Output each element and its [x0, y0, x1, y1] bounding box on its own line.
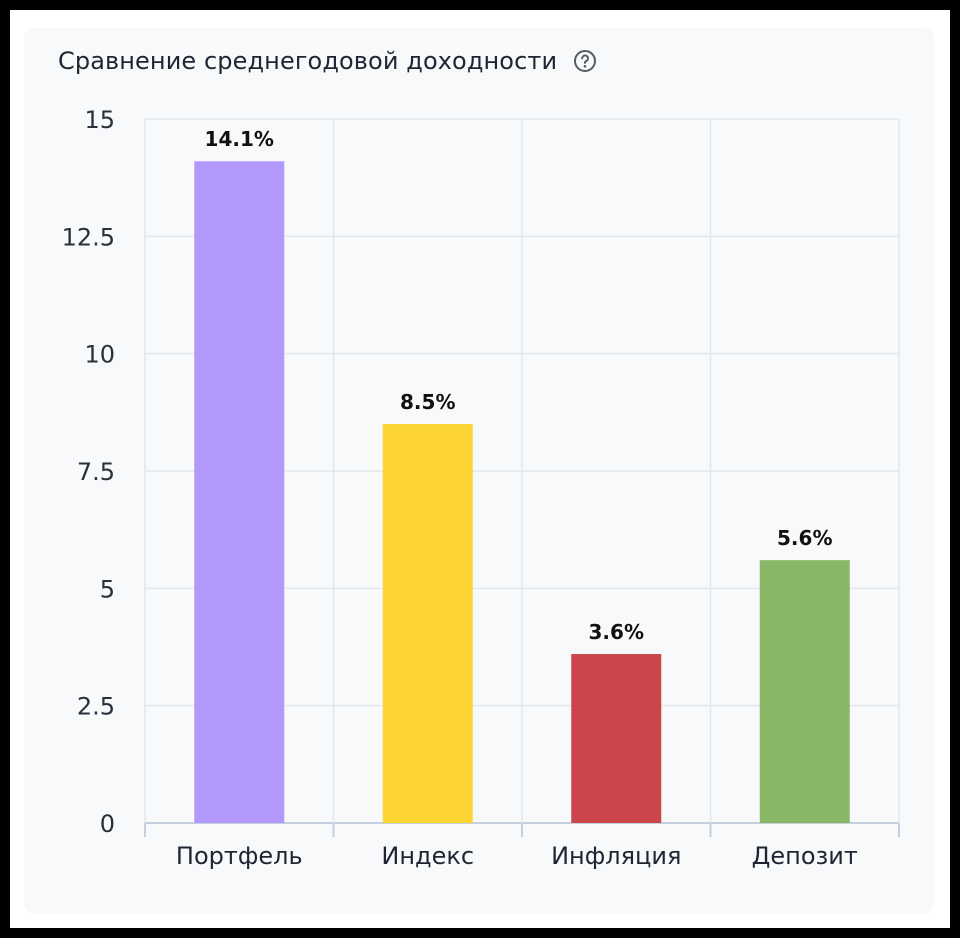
y-tick-label: 7.5	[77, 458, 115, 486]
data-label: 3.6%	[589, 620, 644, 644]
data-label: 14.1%	[205, 127, 274, 151]
x-tick-label: Инфляция	[551, 842, 681, 870]
bar-3	[571, 654, 662, 823]
card-title: Сравнение среднегодовой доходности	[58, 47, 558, 75]
bar-2	[382, 424, 473, 823]
x-tick-label: Индекс	[381, 842, 474, 870]
y-tick-label: 10	[84, 341, 115, 369]
y-tick-label: 15	[84, 106, 115, 134]
y-tick-label: 0	[100, 810, 115, 838]
bar-1	[194, 161, 285, 824]
data-label: 8.5%	[400, 390, 455, 414]
y-tick-label: 12.5	[62, 223, 115, 251]
bar-4	[759, 560, 850, 823]
x-tick-label: Депозит	[752, 842, 858, 870]
y-tick-label: 5	[100, 575, 115, 603]
card-header: Сравнение среднегодовой доходности	[58, 44, 597, 78]
data-label: 5.6%	[777, 526, 832, 550]
x-tick-label: Портфель	[176, 842, 303, 870]
y-tick-label: 2.5	[77, 693, 115, 721]
question-circle-icon[interactable]	[573, 49, 597, 73]
